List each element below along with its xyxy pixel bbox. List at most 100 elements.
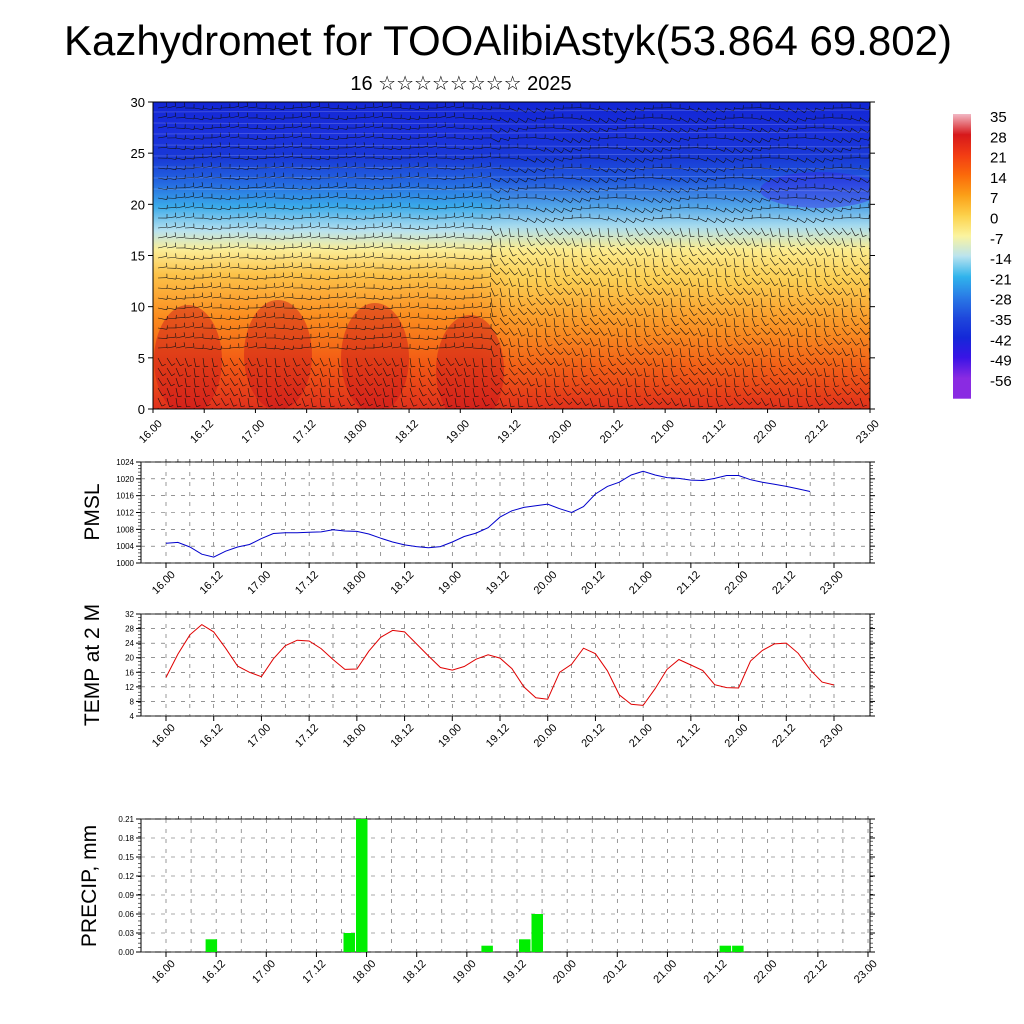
wind-barb — [364, 132, 375, 139]
wind-barb — [526, 367, 537, 375]
wind-barb — [490, 267, 501, 276]
wind-barb — [535, 195, 546, 200]
colorbar-label: -42 — [990, 332, 1012, 349]
wind-barb — [436, 165, 447, 170]
wind-barb — [292, 335, 303, 340]
wind-barb — [535, 257, 544, 267]
wind-barb — [508, 237, 515, 248]
wind-barb — [472, 367, 479, 378]
wind-barb — [292, 223, 303, 229]
wind-barb — [445, 253, 456, 259]
vertical-section-panel: 0 5 10 15 20 25 30 16.00 16.12 17.00 17.12 18.00 18… — [131, 95, 882, 446]
wind-barb — [499, 267, 510, 275]
wind-barb — [472, 214, 483, 219]
wind-barb — [292, 262, 303, 269]
wind-barb — [211, 243, 222, 249]
wind-barb — [517, 277, 524, 288]
wind-barb — [472, 333, 483, 339]
wind-barb — [328, 115, 339, 120]
wind-barb — [157, 214, 168, 219]
wind-barb — [355, 357, 363, 367]
wind-barb — [499, 117, 511, 123]
heat-x-tick-label: 21.12 — [700, 418, 728, 446]
wind-barb — [535, 183, 546, 189]
wind-barb — [265, 255, 276, 260]
colorbar-label: 21 — [990, 150, 1007, 167]
wind-barb — [238, 134, 249, 139]
wind-barb — [364, 357, 373, 367]
wind-barb — [535, 347, 545, 356]
wind-barb — [400, 312, 411, 319]
wind-barb — [544, 307, 554, 317]
wind-barb — [508, 143, 519, 149]
wind-barb — [283, 262, 294, 269]
wind-barb — [553, 307, 561, 317]
x-tick-label: 21.12 — [675, 722, 703, 750]
heat-y-tick-label: 20 — [131, 197, 145, 212]
wind-barb — [535, 287, 544, 297]
wind-barb — [418, 262, 429, 269]
wind-barb — [445, 275, 456, 280]
wind-barb — [184, 173, 195, 179]
wind-barb — [175, 377, 183, 387]
wind-barb — [391, 387, 398, 398]
wind-barb — [283, 387, 293, 397]
wind-barb — [391, 285, 402, 290]
wind-barb — [409, 312, 420, 319]
wind-barb — [202, 335, 213, 340]
wind-barb — [202, 313, 213, 319]
wind-barb — [256, 302, 267, 309]
wind-barb — [508, 337, 516, 347]
wind-barb — [409, 125, 420, 130]
wind-barb — [535, 397, 543, 407]
wind-barb — [283, 113, 294, 119]
wind-barb — [220, 242, 231, 249]
wind-barb — [310, 123, 321, 129]
wind-barb — [508, 167, 520, 173]
wind-barb — [463, 245, 474, 250]
wind-barb — [364, 273, 375, 279]
wind-barb — [553, 147, 564, 154]
wind-barb — [463, 343, 474, 349]
wind-barb — [193, 367, 200, 378]
wind-barb — [364, 344, 375, 349]
wind-barb — [562, 207, 574, 212]
wind-barb — [418, 367, 426, 377]
wind-barb — [445, 112, 456, 119]
wind-barb — [391, 234, 402, 239]
wind-barb — [310, 232, 321, 239]
wind-barb — [238, 323, 249, 329]
temp-panel: TEMP at 2 M 4 8 12 16 20 24 28 32 16.00 16.12 17.… — [81, 604, 875, 750]
wind-barb — [544, 357, 555, 366]
temperature-field-shift — [153, 102, 870, 409]
y-tick-label: 1020 — [116, 475, 134, 484]
wind-barb — [508, 387, 518, 397]
wind-barb — [202, 302, 213, 309]
wind-barb — [418, 235, 429, 240]
wind-barb — [202, 272, 213, 279]
wind-barb — [346, 133, 357, 139]
wind-barb — [319, 114, 330, 119]
x-tick-label: 20.00 — [532, 569, 560, 597]
wind-barb — [445, 102, 456, 109]
wind-barb — [337, 345, 348, 350]
wind-barb — [400, 357, 408, 368]
wind-barb — [283, 252, 294, 259]
wind-barb — [301, 342, 312, 349]
wind-barb — [355, 185, 366, 190]
wind-barb — [409, 245, 420, 250]
wind-barb — [436, 102, 447, 109]
x-tick-label: 19.12 — [501, 958, 529, 986]
wind-barb — [166, 264, 177, 269]
wind-barb — [310, 332, 321, 339]
wind-barb — [418, 205, 429, 210]
wind-barb — [382, 232, 393, 239]
wind-barb — [436, 122, 447, 129]
wind-barb — [157, 295, 168, 300]
wind-barb — [292, 242, 303, 249]
wind-barb — [328, 182, 339, 189]
wind-barb — [373, 357, 383, 366]
wind-barb — [337, 397, 346, 407]
wind-barb — [526, 176, 538, 181]
wind-barb — [427, 397, 437, 406]
